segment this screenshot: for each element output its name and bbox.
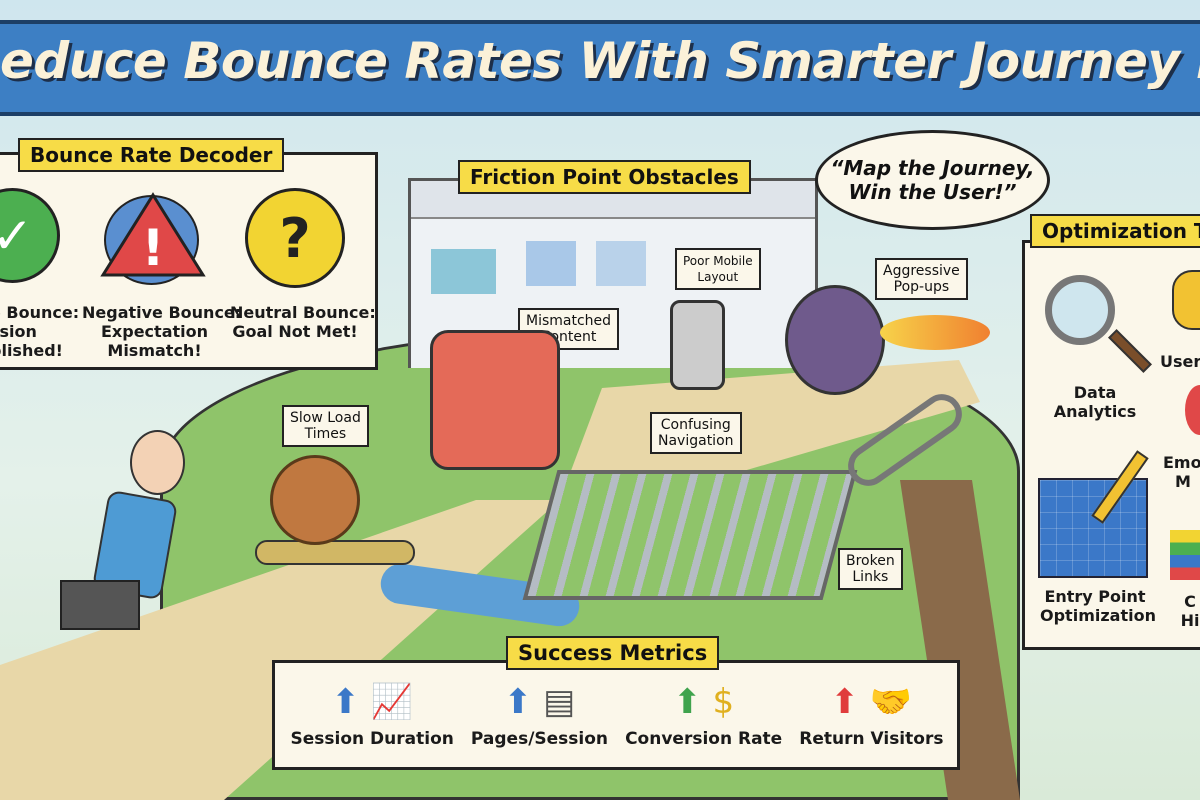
maze <box>522 470 858 600</box>
snail-character <box>255 445 420 570</box>
magnifier-icon <box>1045 275 1115 345</box>
metric-pages-session: ⬆ ▤ Pages/Session <box>470 682 609 749</box>
mask-icon <box>1172 270 1200 330</box>
pages-icon: ▤ <box>543 682 576 722</box>
runner-character <box>30 430 190 720</box>
svg-text:!: ! <box>142 219 165 277</box>
metrics-heading: Success Metrics <box>506 636 720 670</box>
decoder-label-neutral: Neutral Bounce: Goal Not Met! <box>230 303 376 341</box>
metric-return-visitors: ⬆ 🤝 Return Visitors <box>799 682 944 749</box>
up-arrow-icon: ⬆ <box>673 682 702 722</box>
decoder-heading: Bounce Rate Decoder <box>18 138 285 172</box>
coin-icon: $ <box>712 682 735 722</box>
note-slow-load: Slow Load Times <box>282 405 369 447</box>
question-badge-icon: ? <box>245 188 345 288</box>
growth-chart-icon: 📈 <box>370 682 414 722</box>
opt-label-emotion: EmotM <box>1163 453 1200 491</box>
success-metrics-panel <box>272 660 960 770</box>
note-navigation: Confusing Navigation <box>650 412 742 454</box>
title-banner <box>0 20 1200 116</box>
fire-breath <box>880 315 990 350</box>
handshake-icon: 🤝 <box>869 682 913 722</box>
note-poor-mobile: Poor Mobile Layout <box>675 248 761 290</box>
note-broken-links: Broken Links <box>838 548 903 590</box>
opt-label-entry-point: Entry Point Optimization <box>1040 587 1156 625</box>
decoder-label-positive: e Bounce:ssionplished! <box>0 303 80 360</box>
speech-bubble: “Map the Journey, Win the User!” <box>815 130 1050 230</box>
up-arrow-icon: ⬆ <box>830 682 860 722</box>
phone-character <box>670 300 725 390</box>
metric-conversion-rate: ⬆ $ Conversion Rate <box>625 682 783 749</box>
up-arrow-icon: ⬆ <box>503 682 533 722</box>
friction-heading: Friction Point Obstacles <box>458 160 751 194</box>
stack-icon <box>1170 530 1200 580</box>
decoder-label-negative: Negative Bounce: Expectation Mismatch! <box>82 303 242 360</box>
metrics-row: ⬆ 📈 Session Duration ⬆ ▤ Pages/Session ⬆… <box>282 682 952 749</box>
metric-session-duration: ⬆ 📈 Session Duration <box>290 682 454 749</box>
opt-label-user: User <box>1160 352 1200 371</box>
opt-label-data-analytics: Data Analytics <box>1053 383 1137 421</box>
blueprint-icon <box>1038 478 1148 578</box>
note-popups: Aggressive Pop-ups <box>875 258 968 300</box>
puzzle-piece-character <box>430 330 560 470</box>
note-mismatched-content: Mismatched Content <box>518 308 620 350</box>
monster-character <box>785 285 885 395</box>
up-arrow-icon: ⬆ <box>331 682 360 722</box>
optimization-heading: Optimization T <box>1030 214 1200 248</box>
warning-triangle-icon: ! <box>98 190 208 285</box>
heart-icon <box>1185 385 1200 435</box>
opt-label-c: C Hi <box>1180 592 1200 630</box>
page-title: educe Bounce Rates With Smarter Journey … <box>0 32 1200 90</box>
